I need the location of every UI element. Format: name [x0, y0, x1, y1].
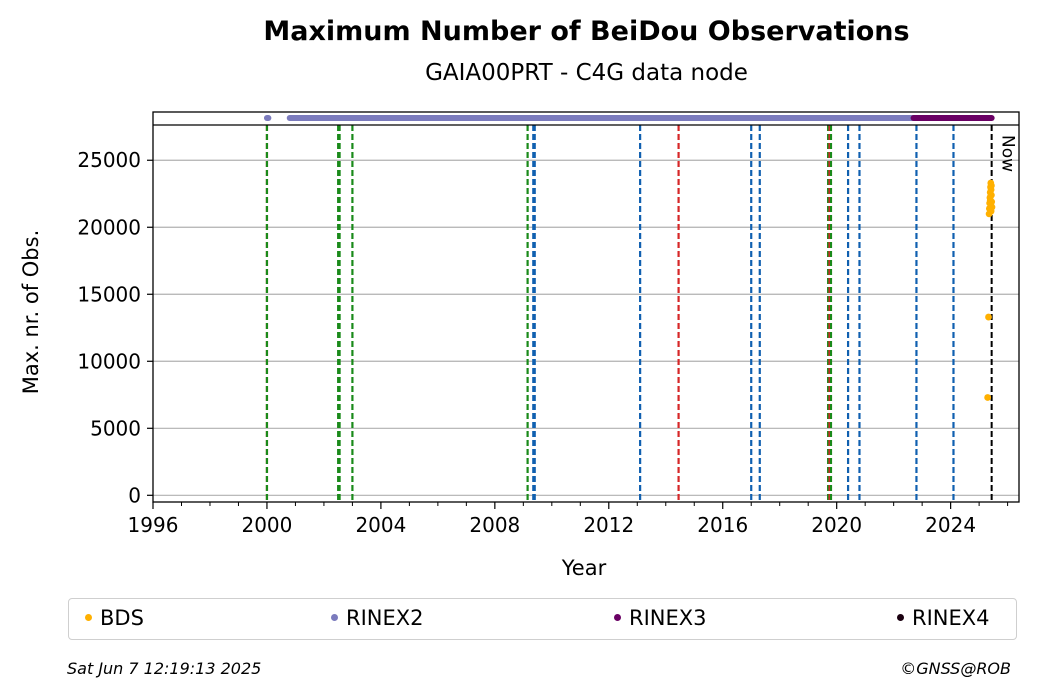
legend-marker-bds [85, 613, 92, 621]
y-axis-label: Max. nr. of Obs. [19, 230, 43, 395]
x-tick-label: 2008 [469, 513, 520, 537]
footer-timestamp: Sat Jun 7 12:19:13 2025 [67, 659, 262, 678]
x-tick-label: 1996 [128, 513, 179, 537]
legend-marker-rinex4 [897, 613, 904, 621]
chart-legend: BDS RINEX2 RINEX3 RINEX4 [68, 598, 1017, 640]
x-axis-label: Year [561, 556, 607, 580]
legend-label-rinex4: RINEX4 [912, 606, 990, 630]
now-label: Now [998, 135, 1018, 172]
x-tick-label: 2000 [241, 513, 292, 537]
data-point-bds [987, 201, 995, 208]
y-tick-label: 10000 [77, 349, 141, 373]
data-point-bds [984, 394, 992, 401]
legend-label-rinex2: RINEX2 [346, 606, 424, 630]
data-point-bds [985, 313, 992, 321]
y-tick-label: 25000 [77, 148, 141, 172]
legend-marker-rinex3 [614, 613, 621, 621]
legend-label-bds: BDS [100, 606, 144, 630]
plot-frame [152, 111, 1020, 503]
data-point-bds [987, 193, 994, 200]
legend-label-rinex3: RINEX3 [629, 606, 707, 630]
data-point-bds [987, 182, 995, 190]
x-tick-label: 2016 [697, 513, 748, 537]
x-tick-label: 2024 [925, 513, 976, 537]
legend-item-rinex2: RINEX2 [331, 606, 424, 630]
footer-credit: ©GNSS@ROB [900, 659, 1011, 678]
chart-title: Maximum Number of BeiDou Observations [263, 16, 910, 47]
y-tick-label: 20000 [77, 215, 141, 239]
x-tick-label: 2012 [583, 513, 634, 537]
y-tick-label: 15000 [77, 282, 141, 306]
legend-item-bds: BDS [85, 606, 144, 630]
x-tick-label: 2020 [811, 513, 862, 537]
legend-item-rinex4: RINEX4 [897, 606, 990, 630]
data-point-bds [987, 207, 995, 215]
x-tick-label: 2004 [355, 513, 406, 537]
chart-canvas: Now 0 5000 10000 15000 20000 25000 1996 2000 2004… [19, 111, 1020, 580]
y-tick-label: 5000 [90, 416, 141, 440]
chart-subtitle: GAIA00PRT - C4G data node [425, 60, 748, 86]
y-tick-label: 0 [128, 483, 141, 507]
legend-item-rinex3: RINEX3 [614, 606, 707, 630]
legend-marker-rinex2 [331, 613, 338, 621]
